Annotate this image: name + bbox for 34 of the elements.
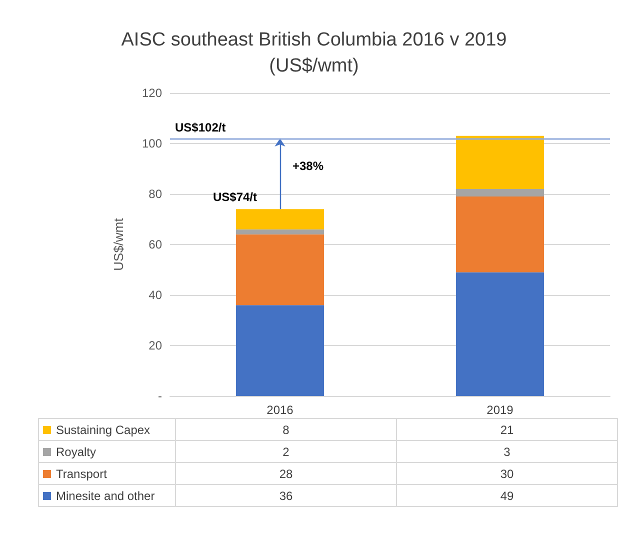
- legend-label: Minesite and other: [38, 484, 176, 506]
- bar: [456, 196, 544, 272]
- legend-label: Sustaining Capex: [38, 418, 176, 440]
- y-tick-label: 40: [148, 288, 162, 302]
- x-tick-label: 2016: [266, 403, 294, 417]
- bar: [236, 305, 324, 396]
- data-label: 21: [396, 418, 618, 440]
- y-tick-label: 120: [142, 86, 162, 100]
- bar: [456, 136, 544, 189]
- ref-line-label: US$102/t: [175, 120, 226, 134]
- bar: [236, 229, 324, 234]
- bar: [236, 209, 324, 230]
- data-label: 49: [396, 484, 618, 506]
- legend-label: Royalty: [38, 440, 176, 462]
- data-label: 2: [176, 440, 396, 462]
- data-label: 3: [396, 440, 618, 462]
- y-tick-label: 100: [142, 136, 162, 150]
- y-tick-label: -: [158, 389, 162, 403]
- bar: [236, 234, 324, 306]
- data-label: 36: [176, 484, 396, 506]
- y-tick-label: 60: [148, 238, 162, 252]
- y-tick-label: 20: [148, 338, 162, 352]
- data-label: 8: [176, 418, 396, 440]
- bar: [456, 272, 544, 396]
- legend-label: Transport: [38, 462, 176, 484]
- annotation: +38%: [292, 158, 324, 173]
- bar: [456, 188, 544, 197]
- chart-title: AISC southeast British Columbia 2016 v 2019 (US$/wmt): [121, 30, 507, 76]
- y-tick-label: 80: [148, 187, 162, 201]
- y-axis-title: US$/wmt: [111, 218, 126, 271]
- data-label: 28: [176, 462, 396, 484]
- x-tick-label: 2019: [486, 403, 514, 417]
- data-label: 30: [396, 462, 618, 484]
- annotation: US$74/t: [212, 190, 258, 204]
